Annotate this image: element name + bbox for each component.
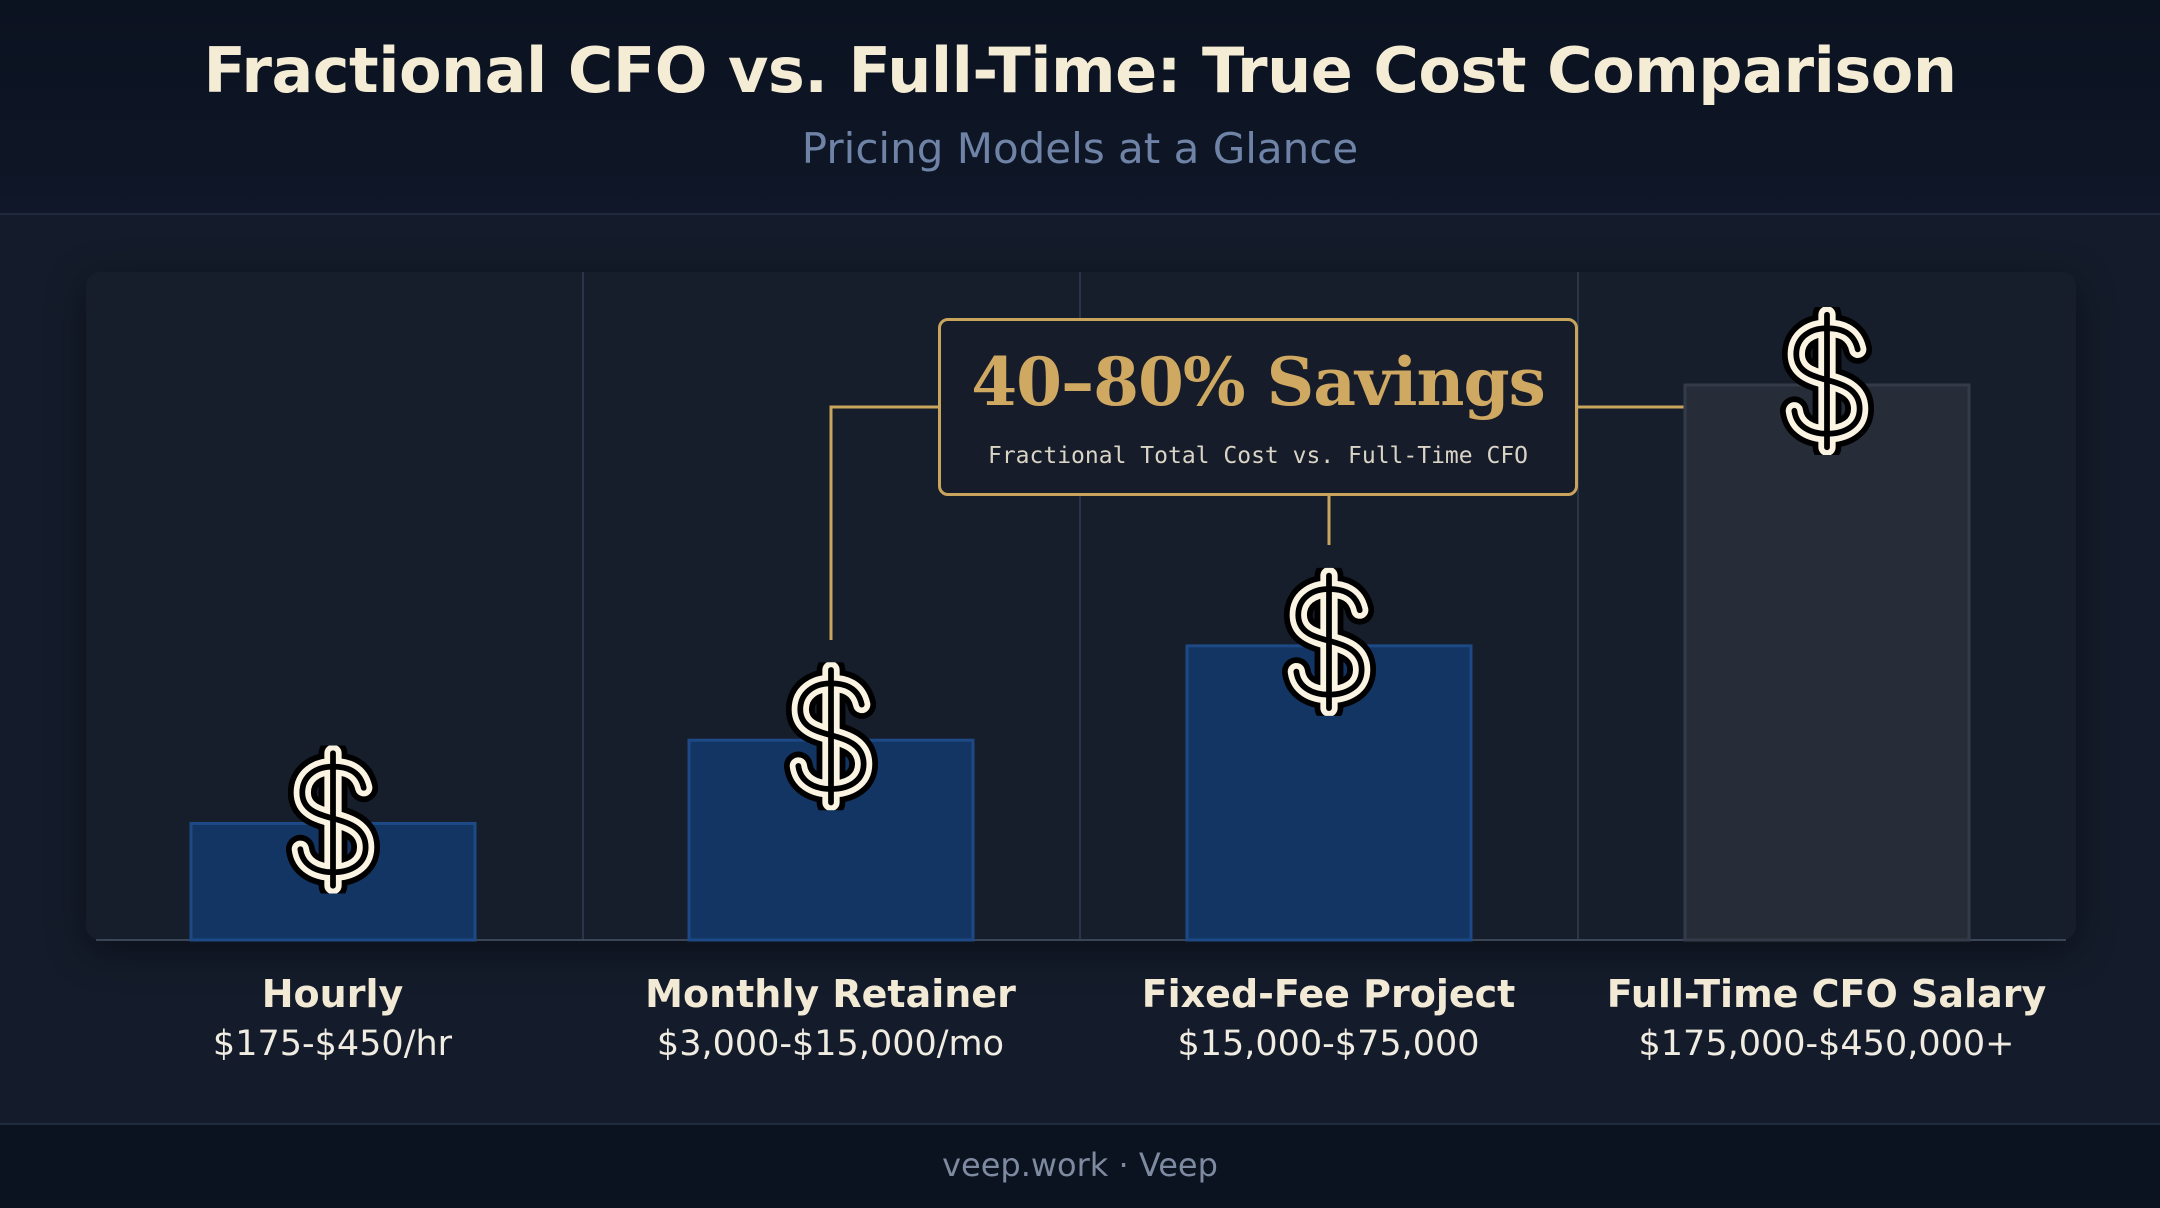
category-label-full-time: Full-Time CFO Salary bbox=[1606, 972, 2047, 1016]
chart-subtitle: Pricing Models at a Glance bbox=[801, 124, 1359, 173]
price-label-hourly: $175-$450/hr bbox=[212, 1024, 453, 1064]
chart-title: Fractional CFO vs. Full-Time: True Cost … bbox=[203, 34, 1958, 107]
price-label-fixed-fee: $15,000-$75,000 bbox=[1177, 1024, 1480, 1064]
footer-credit: veep.work · Veep bbox=[942, 1146, 1218, 1184]
savings-subtext: Fractional Total Cost vs. Full-Time CFO bbox=[987, 443, 1529, 469]
category-label-hourly: Hourly bbox=[261, 972, 404, 1016]
savings-callout: 40–80% Savings Fractional Total Cost vs.… bbox=[938, 318, 1578, 496]
bar-full-time-cfo-salary bbox=[1683, 383, 1971, 942]
dollar-sign-icon bbox=[300, 753, 365, 885]
footer-band bbox=[0, 1123, 2160, 1208]
savings-headline: 40–80% Savings bbox=[971, 343, 1546, 421]
price-label-full-time: $175,000-$450,000+ bbox=[1638, 1024, 2015, 1064]
header-band bbox=[0, 0, 2160, 215]
category-label-fixed-fee: Fixed-Fee Project bbox=[1141, 972, 1516, 1016]
category-label-monthly-retainer: Monthly Retainer bbox=[645, 972, 1016, 1016]
dollar-sign-icon bbox=[1794, 315, 1859, 447]
connector-retainer bbox=[829, 405, 938, 640]
dollar-sign-icon bbox=[798, 670, 863, 802]
dollar-sign-icon bbox=[1296, 576, 1361, 708]
price-label-monthly-retainer: $3,000-$15,000/mo bbox=[656, 1024, 1005, 1064]
